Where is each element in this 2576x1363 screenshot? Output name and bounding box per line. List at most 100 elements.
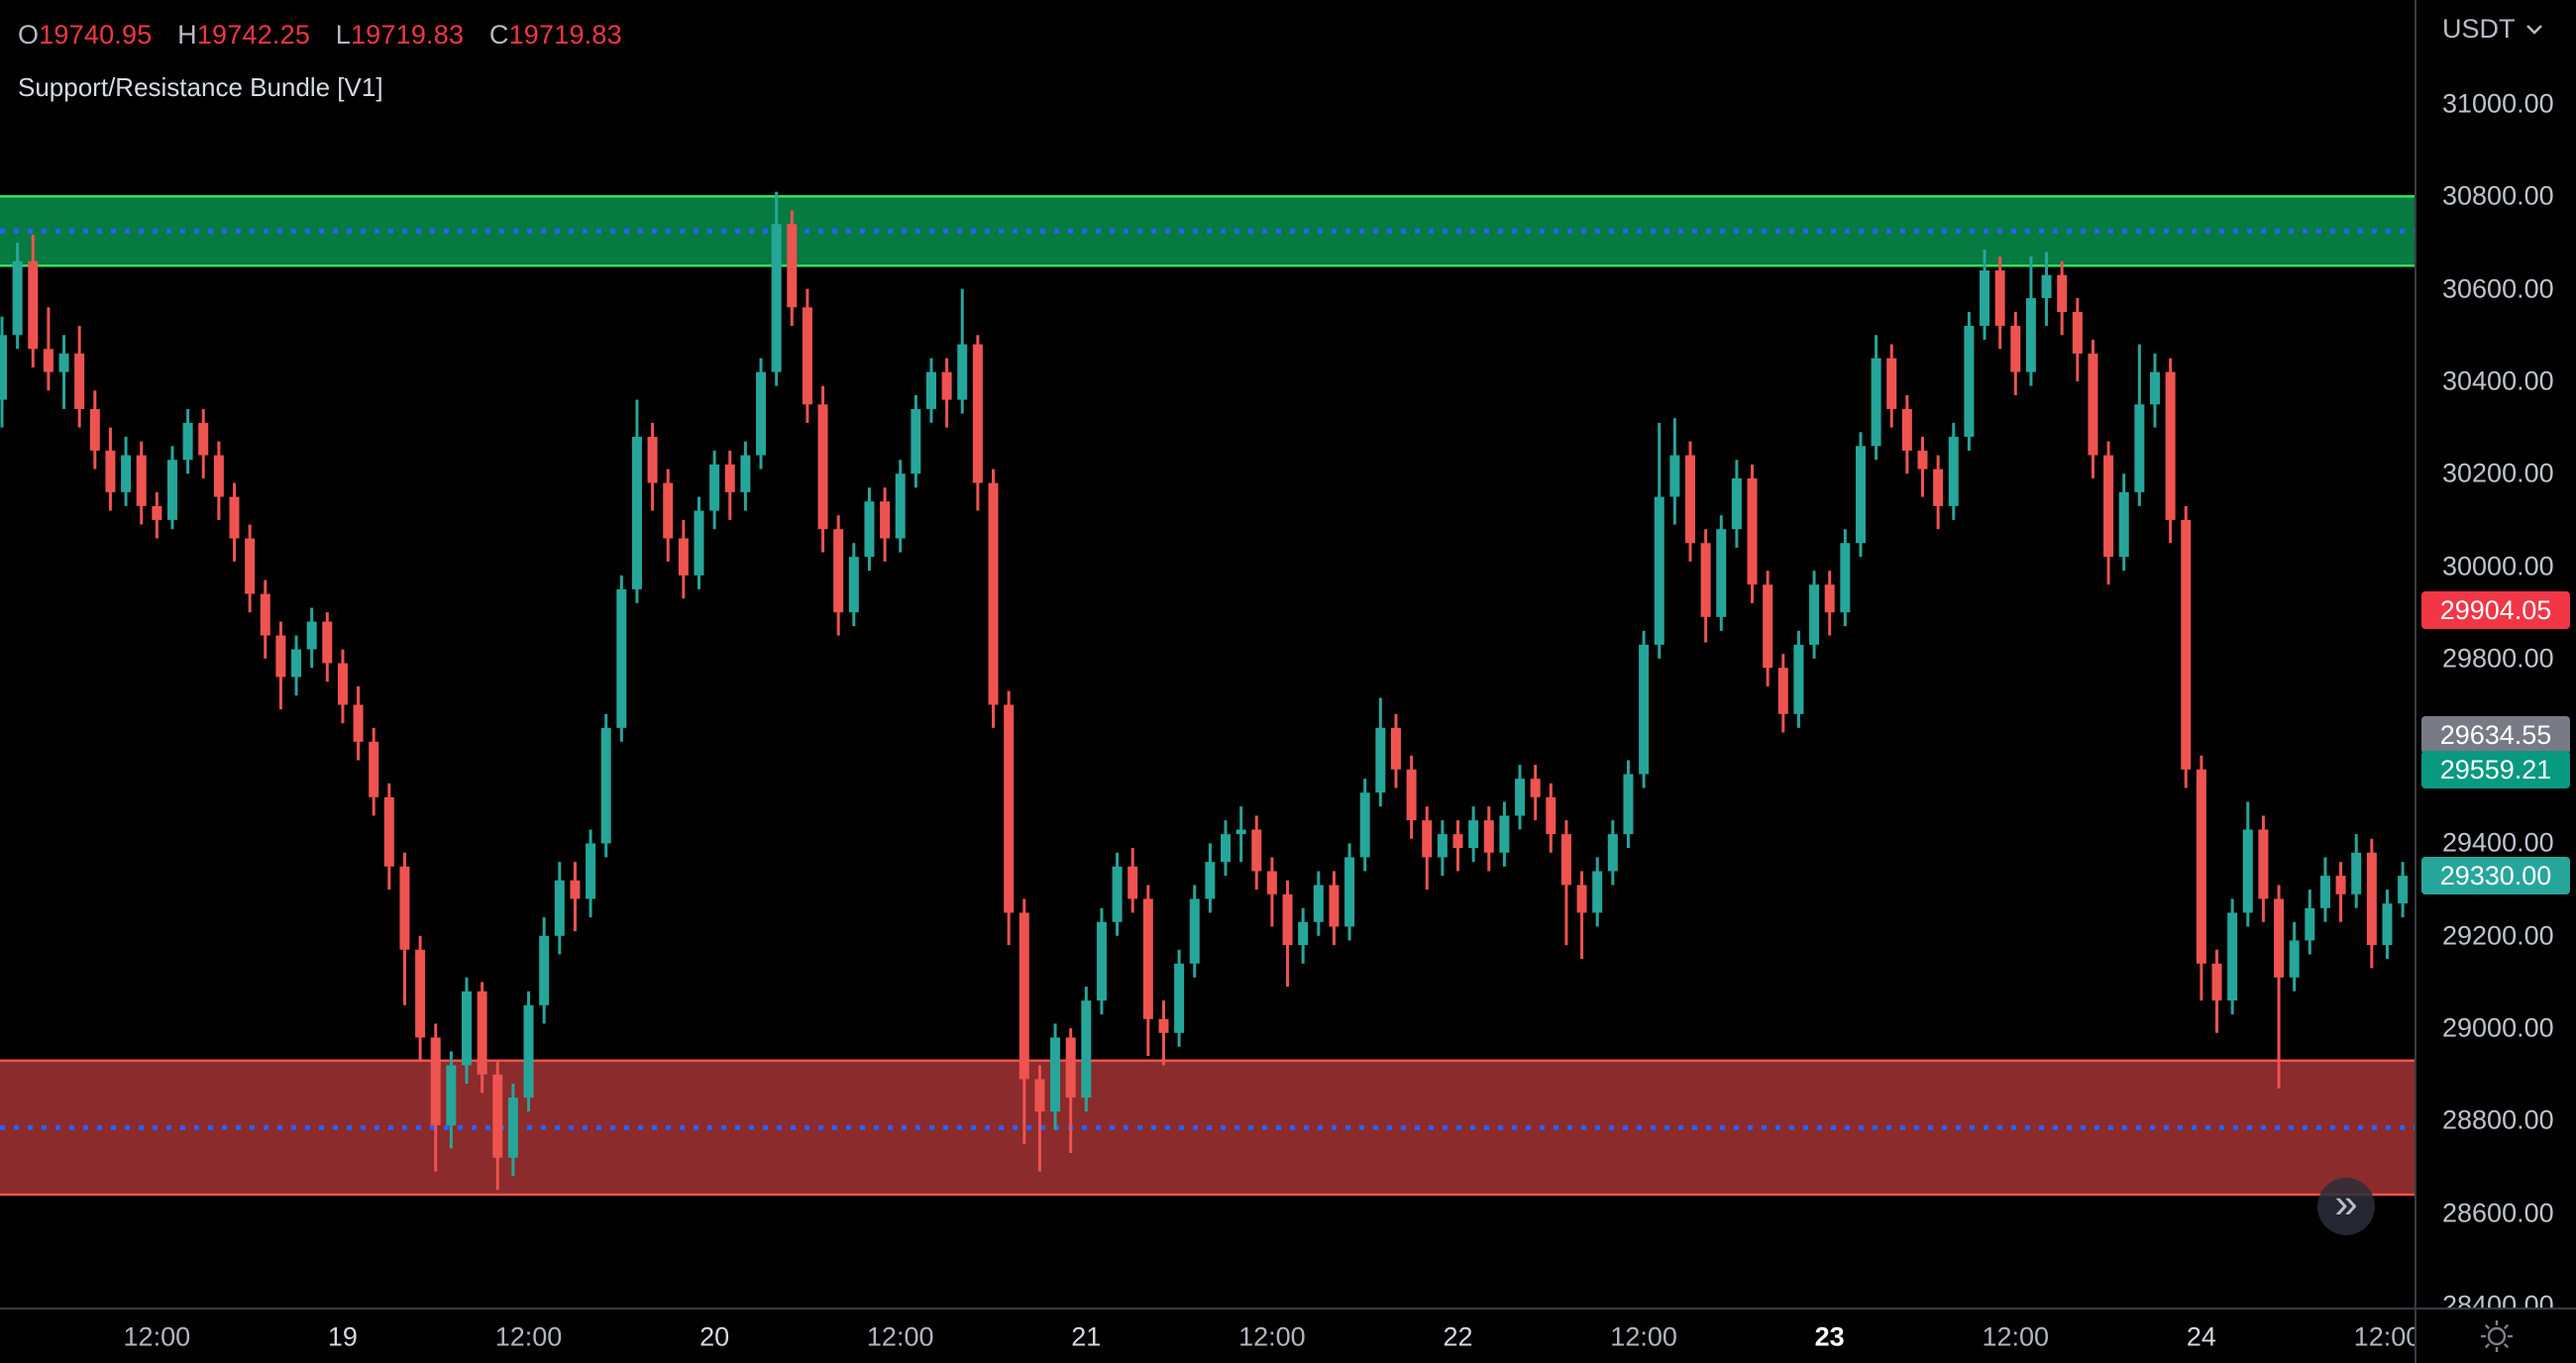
candle-body (245, 538, 256, 594)
close-value: 19719.83 (508, 20, 622, 50)
candle-body (121, 455, 132, 492)
candle-body (1127, 866, 1138, 899)
candle-wick (2277, 885, 2281, 1089)
price-tick-label: 30400.00 (2442, 366, 2554, 396)
candle-body (1747, 477, 1758, 585)
candle-body (1684, 455, 1695, 544)
support-level-label: 29559.21 (2421, 751, 2570, 789)
currency-label: USDT (2442, 14, 2516, 44)
candle-body (152, 505, 162, 520)
price-axis[interactable]: USDT 31000.00 30800.00 30600.00 30400.00 302… (2415, 0, 2576, 1320)
candle-body (911, 408, 921, 474)
double-chevron-right-icon: » (2334, 1180, 2358, 1226)
time-tick-day: 21 (1071, 1321, 1102, 1352)
candle-body (1452, 834, 1463, 849)
scroll-to-realtime-button[interactable]: » (2317, 1178, 2375, 1235)
candle-body (1639, 644, 1650, 775)
candle-body (631, 436, 642, 589)
candle-body (864, 501, 875, 558)
candle-body (2305, 907, 2315, 941)
candle-body (2242, 829, 2253, 913)
candle-body (291, 649, 302, 678)
candle-body (600, 727, 611, 844)
candle-body (2196, 769, 2206, 964)
candle-body (166, 460, 177, 520)
time-tick-day: 20 (699, 1321, 730, 1352)
candle-body (539, 935, 550, 1005)
sun-icon[interactable] (2480, 1319, 2514, 1353)
candle-body (1034, 1079, 1045, 1112)
chart-legend: O19740.95 H19742.25 L19719.83 C19719.83 … (18, 20, 622, 103)
candle-body (337, 663, 348, 705)
price-tick-label: 29200.00 (2442, 920, 2554, 951)
time-tick-labels: 12:00 19 12:00 20 12:00 21 12:00 22 12:00 23 12:00… (0, 1310, 2415, 1363)
candle-body (74, 353, 85, 409)
candle-body (1142, 898, 1153, 1019)
candle-wick (47, 307, 51, 391)
price-tick-label: 30800.00 (2442, 180, 2554, 211)
candle-body (2041, 274, 2052, 298)
currency-dropdown[interactable]: USDT (2442, 14, 2543, 45)
candle-body (1917, 450, 1928, 470)
candle-body (1174, 963, 1185, 1033)
candle-body (1344, 857, 1355, 927)
candle-body (1515, 779, 1526, 816)
time-tick-hour: 12:00 (494, 1321, 563, 1352)
price-tick-label: 29000.00 (2442, 1012, 2554, 1043)
time-axis[interactable]: 12:00 19 12:00 20 12:00 21 12:00 22 12:00 23 12:00… (0, 1308, 2576, 1363)
candle-body (136, 455, 147, 506)
candlestick-chart[interactable] (0, 0, 2415, 1308)
candle-body (1221, 834, 1232, 863)
chart-area[interactable] (0, 0, 2415, 1308)
candle-body (1716, 529, 1727, 617)
candle-body (1592, 871, 1603, 913)
high-label: H (177, 20, 197, 50)
candle-body (1560, 834, 1571, 886)
candle-body (1654, 496, 1664, 645)
candle-wick (1580, 871, 1584, 960)
candle-body (848, 557, 859, 613)
high-value: 19742.25 (196, 20, 311, 50)
pivot-level-label: 29634.55 (2421, 716, 2570, 755)
candle-body (694, 510, 704, 576)
price-tick-label: 28600.00 (2442, 1198, 2554, 1228)
candle-body (446, 1065, 457, 1126)
candle-body (1065, 1037, 1076, 1099)
candle-body (1994, 269, 2005, 326)
candle-body (2398, 876, 2409, 904)
candle-body (1763, 584, 1773, 669)
candle-body (1855, 446, 1866, 544)
candle-body (740, 455, 751, 492)
candle-body (1964, 325, 1975, 437)
candle-body (1948, 436, 1959, 506)
candle-body (1189, 898, 1200, 964)
candle-body (2211, 963, 2222, 1001)
candle-body (89, 408, 100, 451)
candle-body (1669, 455, 1680, 497)
candle-body (1359, 792, 1370, 858)
candle-body (1375, 727, 1386, 793)
candle-body (58, 353, 69, 372)
candle-body (833, 529, 844, 613)
support-zone (0, 1059, 2415, 1197)
candle-body (972, 344, 983, 483)
candle-body (787, 224, 798, 308)
candle-body (1809, 584, 1820, 645)
candle-body (2134, 404, 2145, 492)
candle-body (570, 880, 581, 899)
candle-body (2103, 455, 2114, 558)
candle-body (957, 344, 968, 400)
candle-body (507, 1098, 518, 1158)
candle-body (461, 991, 472, 1066)
candle-body (709, 464, 720, 511)
candle-wick (1037, 1065, 1041, 1172)
time-tick-day: 22 (1443, 1321, 1473, 1352)
indicator-title[interactable]: Support/Resistance Bundle [V1] (18, 72, 383, 102)
chevron-down-icon (2525, 25, 2542, 35)
candle-body (802, 307, 812, 405)
candle-body (1329, 885, 1340, 927)
candle-body (0, 335, 7, 400)
time-tick-hour: 12:00 (1610, 1321, 1677, 1352)
candle-body (2319, 876, 2330, 908)
candle-body (1980, 269, 1990, 326)
